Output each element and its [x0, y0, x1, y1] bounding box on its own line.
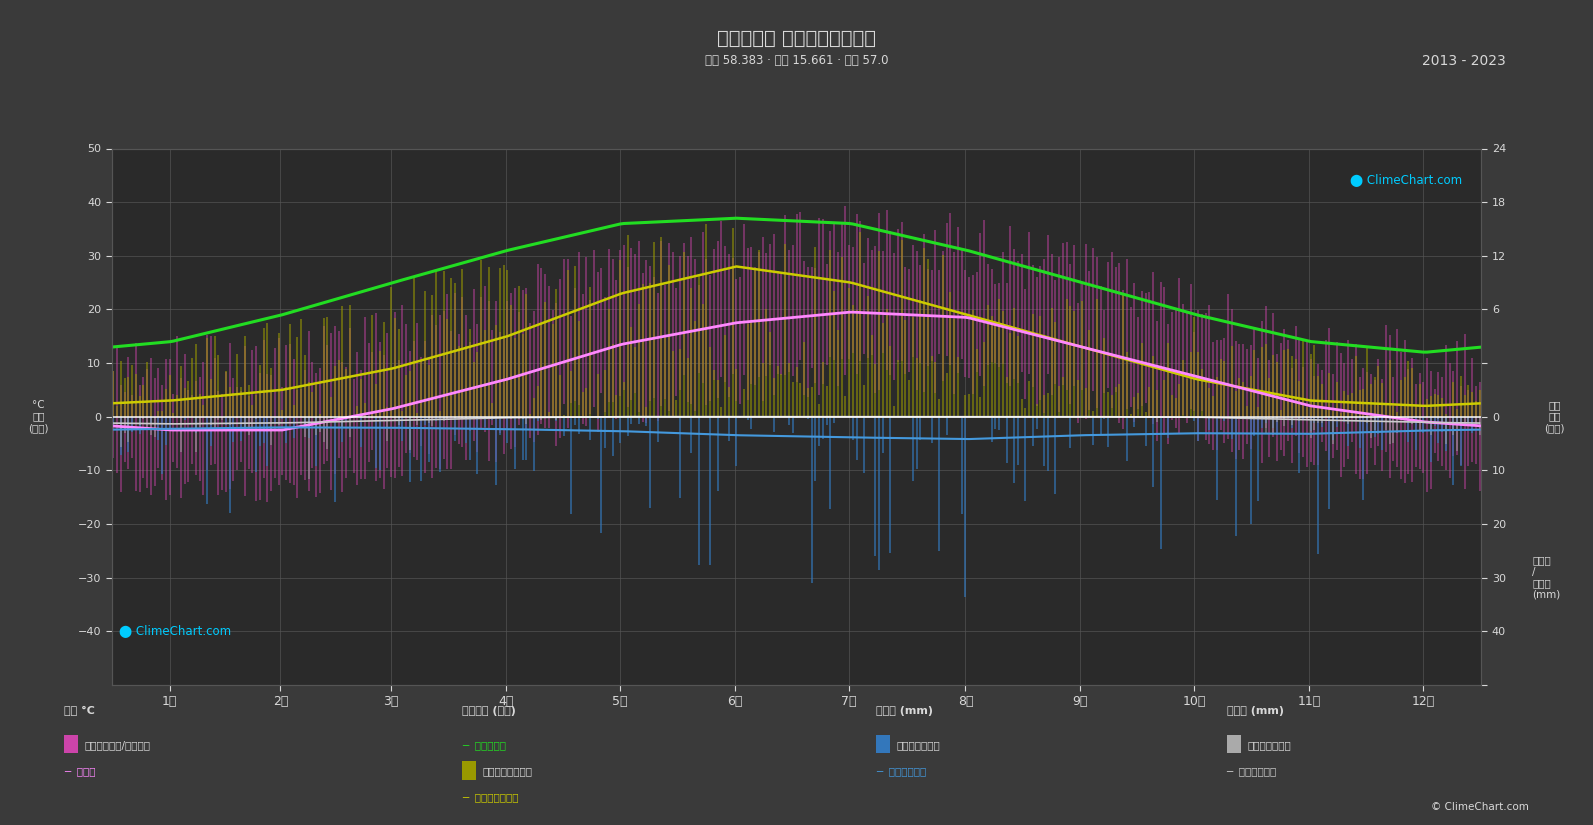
- Text: ⬤ ClimeChart.com: ⬤ ClimeChart.com: [1351, 174, 1462, 187]
- Text: 日ごとの日照時間: 日ごとの日照時間: [483, 766, 532, 776]
- Text: 日ごとの降雪量: 日ごとの降雪量: [1247, 740, 1290, 750]
- Text: ⬤ ClimeChart.com: ⬤ ClimeChart.com: [119, 625, 231, 638]
- Text: の気候変動 リンシェーピング: の気候変動 リンシェーピング: [717, 29, 876, 48]
- Y-axis label: °C
気温
(摂氏): °C 気温 (摂氏): [29, 400, 49, 433]
- Text: 日ごとの最小/最大範囲: 日ごとの最小/最大範囲: [84, 740, 150, 750]
- Text: ─  日中の時間: ─ 日中の時間: [462, 740, 507, 750]
- Text: 日照時間 (時間): 日照時間 (時間): [462, 705, 516, 715]
- Text: 日ごとの降雨量: 日ごとの降雨量: [897, 740, 940, 750]
- Text: 降雨量
/
降雪量
(mm): 降雨量 / 降雪量 (mm): [1532, 555, 1561, 600]
- Text: 2013 - 2023: 2013 - 2023: [1421, 54, 1505, 68]
- Text: 降雪量 (mm): 降雪量 (mm): [1227, 705, 1284, 715]
- Y-axis label: 日照
時間
(時間): 日照 時間 (時間): [1545, 400, 1564, 433]
- Text: © ClimeChart.com: © ClimeChart.com: [1432, 802, 1529, 812]
- Text: 降雨量 (mm): 降雨量 (mm): [876, 705, 933, 715]
- Text: ─  月平均降雪量: ─ 月平均降雪量: [1227, 766, 1278, 776]
- Text: ─  月平均降雨量: ─ 月平均降雨量: [876, 766, 927, 776]
- Text: ─  月平均日照時間: ─ 月平均日照時間: [462, 792, 518, 802]
- Text: 緯度 58.383 · 経度 15.661 · 標高 57.0: 緯度 58.383 · 経度 15.661 · 標高 57.0: [704, 54, 889, 67]
- Text: ─  月平均: ─ 月平均: [64, 766, 96, 776]
- Text: 気温 °C: 気温 °C: [64, 705, 94, 715]
